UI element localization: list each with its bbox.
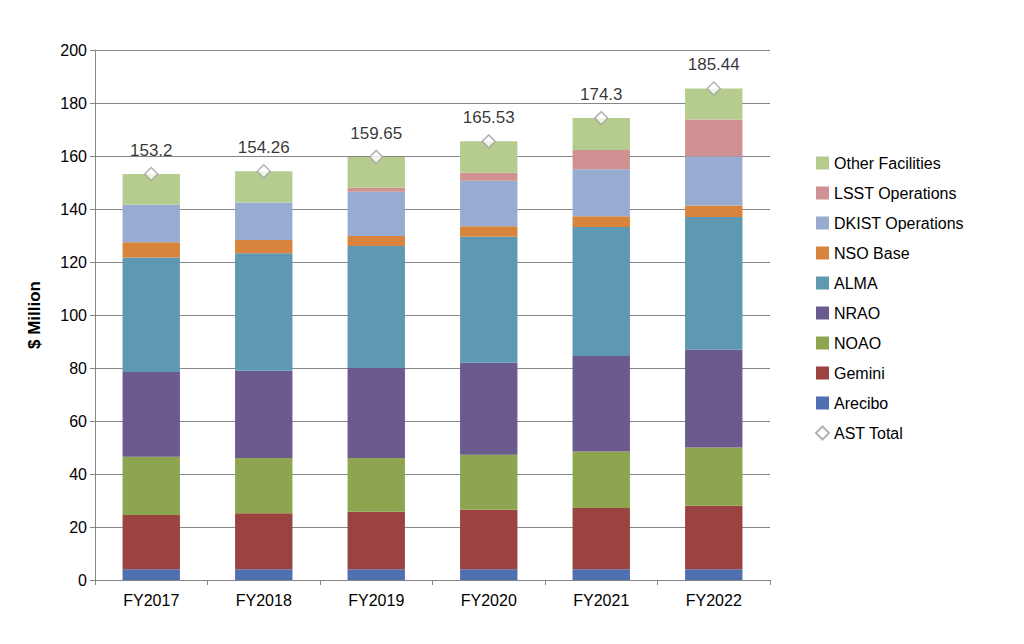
svg-text:NOAO: NOAO bbox=[834, 335, 881, 352]
svg-text:NRAO: NRAO bbox=[834, 305, 880, 322]
svg-text:180: 180 bbox=[60, 95, 87, 112]
svg-text:0: 0 bbox=[78, 572, 87, 589]
svg-text:Other Facilities: Other Facilities bbox=[834, 155, 941, 172]
svg-text:NSO Base: NSO Base bbox=[834, 245, 910, 262]
svg-text:ALMA: ALMA bbox=[834, 275, 878, 292]
svg-text:FY2021: FY2021 bbox=[573, 592, 629, 609]
svg-text:154.26: 154.26 bbox=[238, 138, 290, 157]
svg-text:159.65: 159.65 bbox=[350, 124, 402, 143]
svg-text:185.44: 185.44 bbox=[688, 55, 740, 74]
svg-text:120: 120 bbox=[60, 254, 87, 271]
svg-text:160: 160 bbox=[60, 148, 87, 165]
svg-text:174.3: 174.3 bbox=[580, 85, 623, 104]
svg-text:20: 20 bbox=[69, 519, 87, 536]
svg-text:FY2017: FY2017 bbox=[123, 592, 179, 609]
svg-text:FY2020: FY2020 bbox=[461, 592, 517, 609]
svg-text:140: 140 bbox=[60, 201, 87, 218]
svg-text:80: 80 bbox=[69, 360, 87, 377]
svg-text:153.2: 153.2 bbox=[130, 141, 173, 160]
svg-text:165.53: 165.53 bbox=[463, 108, 515, 127]
svg-text:$ Million: $ Million bbox=[25, 281, 44, 349]
svg-text:60: 60 bbox=[69, 413, 87, 430]
svg-text:LSST Operations: LSST Operations bbox=[834, 185, 956, 202]
svg-text:FY2022: FY2022 bbox=[686, 592, 742, 609]
svg-text:FY2019: FY2019 bbox=[348, 592, 404, 609]
svg-text:40: 40 bbox=[69, 466, 87, 483]
svg-text:200: 200 bbox=[60, 42, 87, 59]
svg-text:Gemini: Gemini bbox=[834, 365, 885, 382]
svg-text:100: 100 bbox=[60, 307, 87, 324]
svg-text:DKIST Operations: DKIST Operations bbox=[834, 215, 964, 232]
svg-text:FY2018: FY2018 bbox=[236, 592, 292, 609]
svg-text:Arecibo: Arecibo bbox=[834, 395, 888, 412]
svg-text:AST Total: AST Total bbox=[834, 425, 903, 442]
